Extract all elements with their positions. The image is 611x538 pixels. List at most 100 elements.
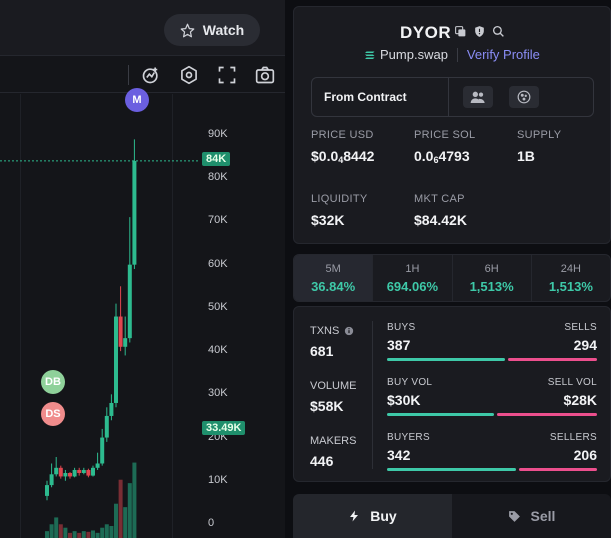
verify-profile-link[interactable]: Verify Profile [466,47,540,62]
bubbles-icon [517,90,531,104]
volume-stat: VOLUME $58K [310,380,356,414]
contract-label: From Contract [312,78,449,116]
info-icon[interactable] [344,326,354,336]
m-marker[interactable]: M [125,88,149,112]
y-tick-label: 30K [208,387,228,400]
volume-bar [104,524,109,538]
token-name: DYOR [400,23,452,42]
token-info-card: DYOR Pump.swap Verify Profile From Contr… [293,6,611,244]
y-tick-label: 0 [208,517,215,529]
volume-bar [45,531,49,538]
mktcap-label: MKT CAP [414,193,465,205]
fullscreen-icon[interactable] [217,65,237,85]
buy-tab[interactable]: Buy [293,494,452,538]
candle-body [118,316,123,347]
solana-icon [365,51,375,59]
buyers-label: BUYERS [387,432,430,443]
sellers-label: SELLERS [549,432,597,443]
users-icon [470,91,485,103]
buy-vol-label: BUY VOL [387,377,433,388]
volume-bar [123,507,128,538]
chart-panel: Watch 90K 80K 70K 60K 50K 40K 30K 20K 10K 0 84K 3… [0,0,285,538]
tab-1h[interactable]: 1H 694.06% [373,255,453,301]
candlestick-series [0,139,200,538]
volume-bar [77,532,82,538]
indicator-icon[interactable] [141,65,161,85]
txns-value: 681 [310,343,334,359]
contract-box: From Contract [311,77,594,117]
sell-tab[interactable]: Sell [452,494,611,538]
buyvol-sellvol-pair: BUY VOL SELL VOL $30K $28K [387,377,597,416]
watch-button[interactable]: Watch [164,14,260,46]
mktcap-value: $84.42K [414,212,467,228]
holders-button[interactable] [463,86,493,108]
transactions-card: TXNS 681 VOLUME $58K MAKERS 446 BUYS SELL… [293,306,611,482]
y-tick-label: 50K [208,300,228,313]
buy-label: Buy [370,508,397,524]
toolbar-separator [128,65,129,85]
makers-value: 446 [310,453,334,469]
y-tick-label: 40K [208,344,228,357]
camera-icon[interactable] [255,65,275,85]
candle-body [109,402,114,416]
grid-line [172,94,173,538]
y-tick-label: 60K [208,257,228,270]
candle-body [86,469,91,476]
copy-icon[interactable] [454,25,467,38]
candle-body [49,474,54,486]
volume-bar [127,483,132,538]
shield-icon[interactable] [473,25,486,38]
ds-marker[interactable]: DS [41,402,65,426]
search-icon[interactable] [492,25,505,38]
chart-toolbar [0,57,285,93]
buys-bar [387,358,505,361]
candle-body [58,467,63,477]
tab-6h[interactable]: 6H 1,513% [453,255,532,301]
price-usd-stat: PRICE USD $0.048442 [311,129,374,165]
buys-value: 387 [387,337,411,353]
price-sol-stat: PRICE SOL 0.064793 [414,129,475,165]
volume-bar [63,527,68,538]
db-marker[interactable]: DB [41,370,65,394]
price-usd-value: $0.048442 [311,148,375,165]
candle-body [45,485,49,496]
price-chart[interactable]: 90K 80K 70K 60K 50K 40K 30K 20K 10K 0 84K 33.49K … [0,88,285,538]
dex-source[interactable]: Pump.swap [380,47,448,62]
sells-bar [507,358,597,361]
tab-5m[interactable]: 5M 36.84% [294,255,374,301]
buyers-sellers-pair: BUYERS SELLERS 342 206 [387,432,597,471]
volume-bar [72,531,77,538]
supply-value: 1B [517,148,535,164]
candle-body [95,463,100,468]
candle-body [63,472,68,477]
candle-body [132,160,137,265]
volume-bar [109,526,114,538]
tab-24h[interactable]: 24H 1,513% [548,263,593,294]
lightning-icon [350,510,359,522]
candle-body [68,472,72,477]
sell-vol-value: $28K [563,392,597,408]
buyers-bar [387,468,517,471]
y-tick-label: 80K [208,171,228,184]
volume-bar [86,531,91,538]
buys-sells-pair: BUYS SELLS 387 294 [387,322,597,361]
candle-body [114,316,118,403]
volume-label: VOLUME [310,380,357,392]
bubblemap-button[interactable] [509,86,539,108]
price-sol-value: 0.064793 [414,148,470,165]
candle-body [54,467,59,475]
divider [372,321,373,469]
sell-label: Sell [530,508,556,524]
volume-bar [58,524,63,538]
volume-bar [132,462,137,538]
buys-label: BUYS [387,322,416,333]
candle-body [127,264,132,339]
volume-bar [91,530,95,538]
settings-icon[interactable] [179,65,199,85]
timeframe-tabs: 5M 36.84% 1H 694.06% 6H 1,513% 24H 1,513… [293,254,611,302]
supply-stat: SUPPLY 1B [517,129,561,164]
sellers-bar [519,468,597,471]
volume-value: $58K [310,398,344,414]
candle-body [72,469,77,477]
supply-label: SUPPLY [517,129,562,141]
